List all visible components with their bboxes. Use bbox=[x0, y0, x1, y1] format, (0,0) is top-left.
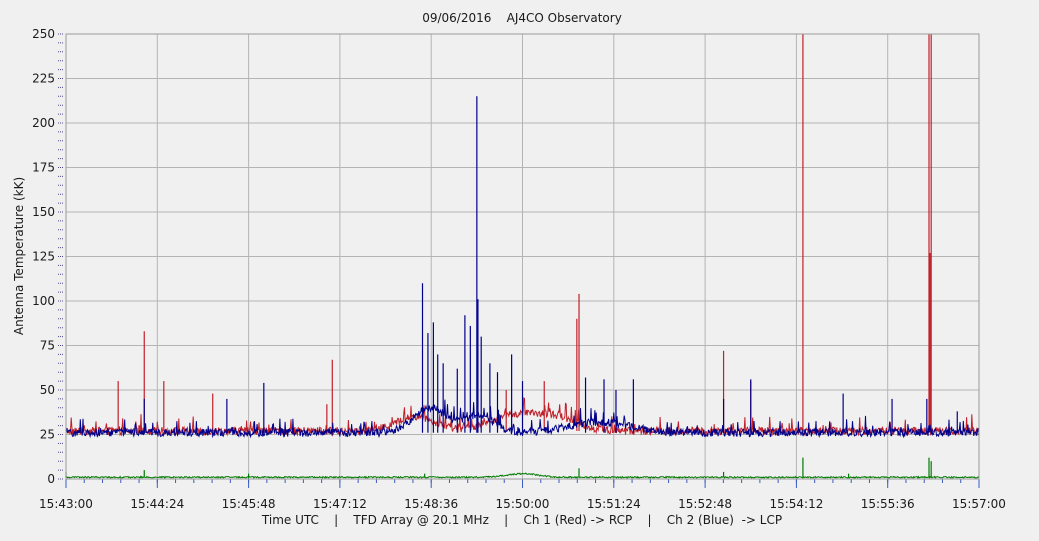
x-tick-label: 15:47:12 bbox=[313, 497, 367, 511]
y-tick-label: 150 bbox=[32, 205, 55, 219]
y-tick-label: 250 bbox=[32, 27, 55, 41]
y-tick-label: 125 bbox=[32, 250, 55, 264]
chart-title: 09/06/2016 AJ4CO Observatory bbox=[422, 11, 622, 25]
x-tick-label: 15:45:48 bbox=[222, 497, 276, 511]
y-tick-labels: 0 25 50 75 100 125 150 175 200 225 250 bbox=[32, 27, 55, 486]
y-axis-label: Antenna Temperature (kK) bbox=[12, 177, 26, 335]
y-tick-label: 225 bbox=[32, 72, 55, 86]
plot-border bbox=[65, 33, 980, 480]
series-1 bbox=[65, 96, 980, 439]
x-tick-label: 15:44:24 bbox=[130, 497, 184, 511]
y-tick-label: 25 bbox=[40, 428, 55, 442]
x-axis-label: Time UTC | TFD Array @ 20.1 MHz | Ch 1 (… bbox=[261, 513, 782, 527]
y-tick-label: 0 bbox=[47, 472, 55, 486]
y-tick-label: 175 bbox=[32, 161, 55, 175]
x-tick-label: 15:43:00 bbox=[39, 497, 93, 511]
series-layer bbox=[65, 34, 980, 479]
x-tick-label: 15:54:12 bbox=[769, 497, 823, 511]
x-tick-label: 15:57:00 bbox=[952, 497, 1006, 511]
y-tick-label: 200 bbox=[32, 116, 55, 130]
y-tick-label: 100 bbox=[32, 294, 55, 308]
y-tick-label: 50 bbox=[40, 383, 55, 397]
y-minor-ticks bbox=[58, 33, 63, 480]
x-tick-label: 15:50:00 bbox=[496, 497, 550, 511]
x-tick-label: 15:55:36 bbox=[861, 497, 915, 511]
x-tick-label: 15:52:48 bbox=[678, 497, 732, 511]
x-tick-label: 15:48:36 bbox=[404, 497, 458, 511]
series-trace bbox=[65, 399, 980, 439]
series-trace bbox=[65, 472, 980, 479]
x-tick-labels: 15:43:00 15:44:24 15:45:48 15:47:12 15:48:36… bbox=[39, 497, 1006, 511]
y-tick-label: 75 bbox=[40, 339, 55, 353]
x-tick-label: 15:51:24 bbox=[587, 497, 641, 511]
